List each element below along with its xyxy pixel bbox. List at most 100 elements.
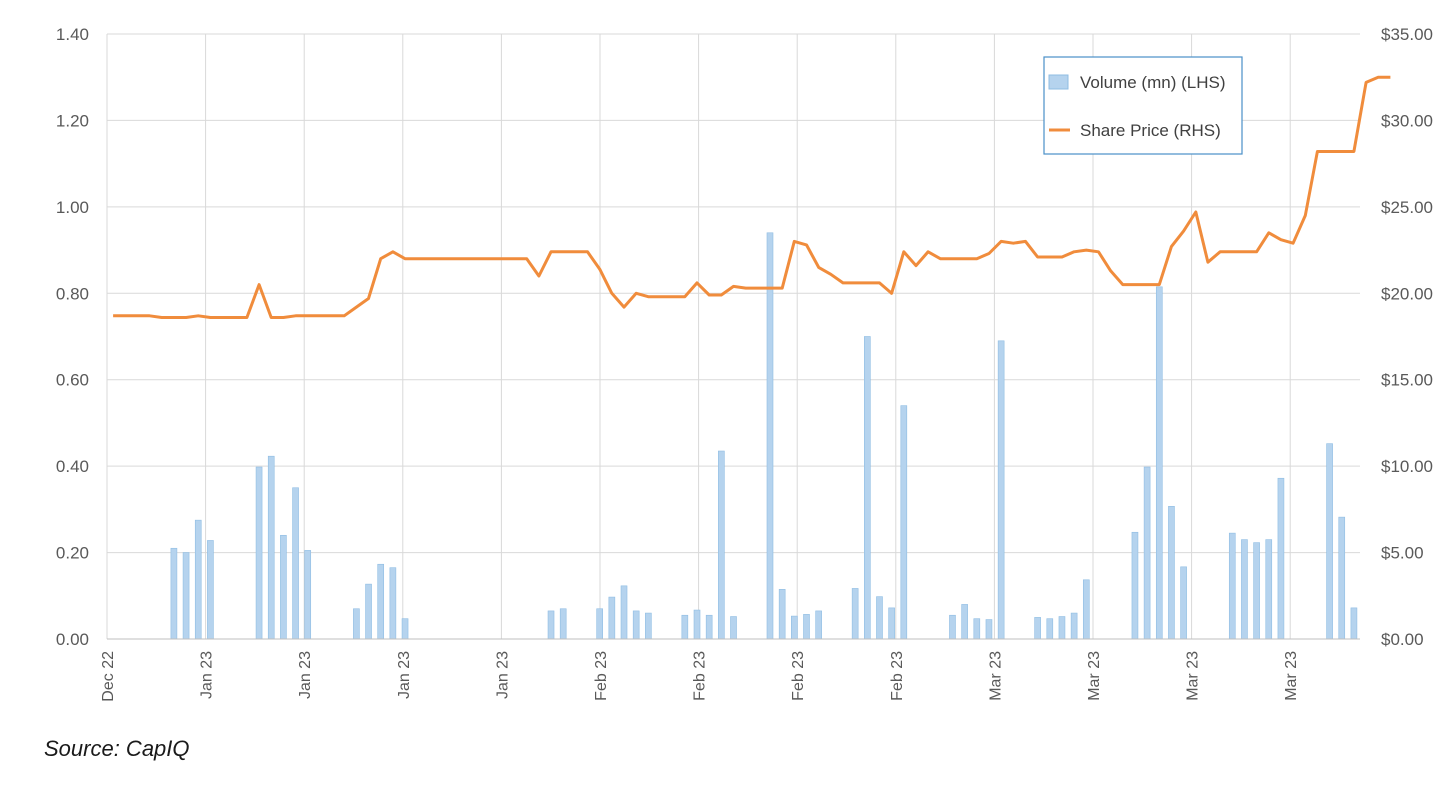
volume-bar <box>559 608 567 640</box>
volume-bar <box>1034 617 1041 640</box>
left-axis-tick-label: 1.20 <box>56 111 89 130</box>
volume-bar <box>1180 566 1187 640</box>
x-axis-tick-label: Feb 23 <box>889 651 906 701</box>
volume-bar <box>207 540 214 640</box>
volume-bar <box>888 607 895 640</box>
right-axis-tick-label: $10.00 <box>1381 457 1433 476</box>
volume-bar <box>304 550 312 640</box>
x-axis-tick-label: Mar 23 <box>1283 651 1300 701</box>
volume-bar <box>608 596 616 640</box>
volume-bar <box>255 466 263 640</box>
left-axis-tick-label: 1.00 <box>56 198 89 217</box>
right-axis-tick-label: $15.00 <box>1381 371 1433 390</box>
share-price-line <box>113 75 1391 319</box>
volume-bar <box>1131 531 1139 640</box>
volume-bar <box>645 612 652 640</box>
x-axis-tick-label: Dec 22 <box>100 651 117 702</box>
left-axis-tick-label: 0.00 <box>56 630 89 649</box>
source-note: Source: CapIQ <box>44 736 190 761</box>
volume-bar <box>851 588 859 640</box>
x-axis-tick-label: Jan 23 <box>494 651 511 699</box>
right-axis-tick-label: $25.00 <box>1381 198 1433 217</box>
x-axis-tick-label: Jan 23 <box>199 651 216 699</box>
right-axis-tick-label: $35.00 <box>1381 25 1433 44</box>
volume-bar <box>1058 616 1066 640</box>
volume-bar <box>718 450 725 640</box>
legend: Volume (mn) (LHS) Share Price (RHS) <box>1043 56 1243 155</box>
volume-bar <box>693 609 701 640</box>
gridlines <box>106 33 1360 640</box>
legend-volume-label: Volume (mn) (LHS) <box>1080 73 1225 92</box>
volume-bar <box>1326 443 1333 640</box>
volume-bar <box>401 618 409 640</box>
volume-bar <box>1155 286 1163 640</box>
legend-box <box>1043 56 1243 155</box>
x-axis-tick-label: Feb 23 <box>692 651 709 701</box>
volume-bar <box>1082 579 1090 640</box>
legend-price-label: Share Price (RHS) <box>1080 121 1221 140</box>
legend-volume-swatch <box>1048 74 1069 90</box>
volume-bar <box>778 589 786 640</box>
volume-bar <box>900 405 908 640</box>
volume-bar <box>1228 532 1236 640</box>
volume-bar <box>985 619 993 640</box>
volume-bars <box>170 232 1358 640</box>
volume-bar <box>949 614 956 640</box>
volume-bar <box>705 614 713 640</box>
volume-bar <box>815 610 822 640</box>
volume-bar <box>864 336 871 640</box>
volume-bar <box>1338 516 1346 640</box>
volume-bar <box>997 340 1005 640</box>
volume-bar <box>973 618 981 640</box>
volume-bar <box>170 547 178 640</box>
volume-bar <box>1265 539 1273 640</box>
volume-bar <box>292 487 299 640</box>
axes: 0.00 $0.00 0.20 $5.00 0.40 $10.00 0.60 $15.00 0.… <box>56 25 1433 702</box>
x-axis-tick-label: Mar 23 <box>1185 651 1202 701</box>
volume-bar <box>365 583 372 640</box>
volume-bar <box>1277 477 1285 640</box>
volume-bar <box>1350 607 1358 640</box>
volume-bar <box>353 608 360 640</box>
x-axis-tick-label: Mar 23 <box>987 651 1004 701</box>
left-axis-tick-label: 1.40 <box>56 25 89 44</box>
right-axis-tick-label: $30.00 <box>1381 111 1433 130</box>
volume-bar <box>1070 612 1078 640</box>
volume-bar <box>267 455 275 640</box>
volume-bar <box>377 563 385 640</box>
right-axis-tick-label: $20.00 <box>1381 284 1433 303</box>
volume-bar <box>766 232 774 640</box>
volume-bar <box>730 616 737 640</box>
volume-bar <box>1046 618 1054 640</box>
x-axis-tick-label: Feb 23 <box>593 651 610 701</box>
x-axis-tick-label: Jan 23 <box>297 651 314 699</box>
volume-bar <box>182 552 190 640</box>
volume-bar <box>280 534 287 640</box>
left-axis-tick-label: 0.80 <box>56 284 89 303</box>
x-axis-tick-label: Jan 23 <box>396 651 413 699</box>
volume-bar <box>1253 542 1260 640</box>
volume-bar <box>1143 466 1151 640</box>
right-axis-tick-label: $5.00 <box>1381 544 1424 563</box>
x-axis-tick-label: Mar 23 <box>1086 651 1103 701</box>
volume-bar <box>1241 539 1248 640</box>
right-axis-tick-label: $0.00 <box>1381 630 1424 649</box>
volume-bar <box>596 608 603 640</box>
volume-bar <box>1168 506 1175 640</box>
x-axis-tick-label: Feb 23 <box>790 651 807 701</box>
volume-bar <box>547 610 555 640</box>
volume-bar <box>681 614 689 640</box>
volume-bar <box>620 585 628 640</box>
left-axis-tick-label: 0.20 <box>56 544 89 563</box>
left-axis-tick-label: 0.40 <box>56 457 89 476</box>
volume-bar <box>389 567 397 640</box>
volume-bar <box>803 614 810 640</box>
volume-bar <box>791 615 798 640</box>
volume-bar <box>876 596 883 640</box>
volume-bar <box>194 519 202 640</box>
share-price-line-group <box>113 75 1391 319</box>
volume-bar <box>632 610 640 640</box>
left-axis-tick-label: 0.60 <box>56 371 89 390</box>
